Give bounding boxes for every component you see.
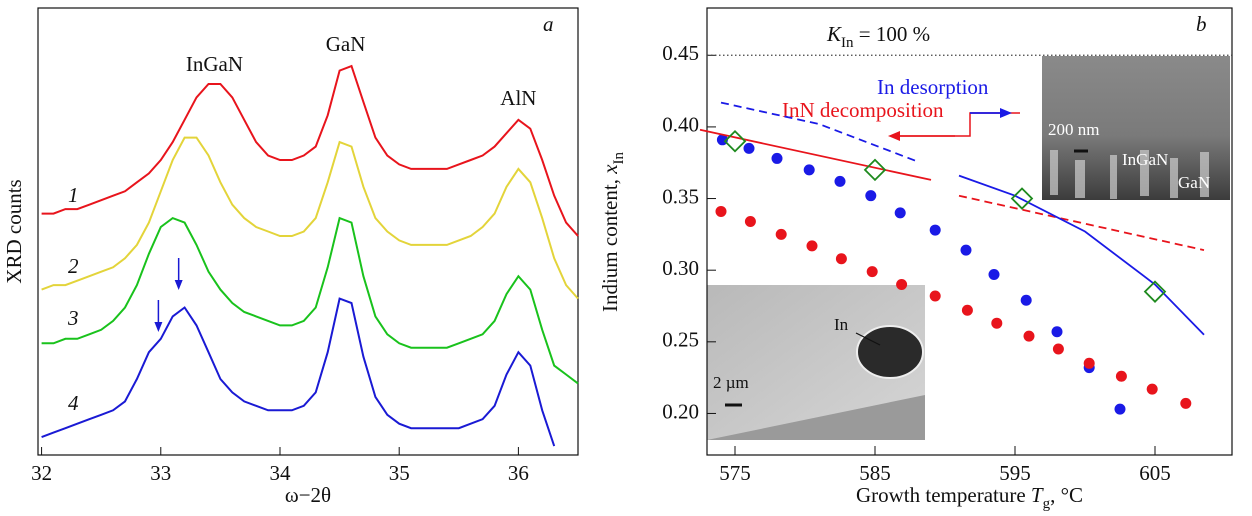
data-point (771, 152, 783, 164)
x-axis-label: ω−2θ (285, 483, 331, 507)
y-axis-label-part: Indium content, (598, 174, 622, 312)
x-axis-label-part: Growth temperature (856, 483, 1031, 507)
data-point (775, 228, 787, 240)
x-tick-label: 595 (999, 461, 1031, 485)
data-point (1115, 370, 1127, 382)
data-point (894, 207, 906, 219)
panel-label: b (1196, 12, 1207, 36)
data-point (960, 244, 972, 256)
annotation: In desorption (877, 75, 989, 99)
inset-label: In (834, 315, 849, 334)
curve-label: 2 (68, 254, 79, 278)
x-axis-label: Growth temperature Tg, °C (856, 483, 1083, 513)
peak-label: AlN (500, 86, 536, 110)
data-point (929, 290, 941, 302)
model-point (863, 158, 887, 182)
model-point (723, 129, 747, 153)
data-point (806, 240, 818, 252)
data-point (988, 268, 1000, 280)
x-tick-label: 32 (31, 461, 52, 485)
xrd-curve (41, 216, 579, 385)
y-tick-label: 0.25 (662, 328, 699, 352)
fit-line (720, 101, 918, 163)
reference-label-part: In (841, 35, 854, 51)
y-tick-label: 0.45 (662, 41, 699, 65)
plot-frame (37, 7, 579, 456)
x-axis-label-part: g (1043, 496, 1051, 512)
x-tick-label: 605 (1139, 461, 1171, 485)
data-point (991, 317, 1003, 329)
x-tick-label: 585 (859, 461, 891, 485)
data-point (834, 175, 846, 187)
inset-label: 2 µm (713, 373, 749, 392)
xrd-curve (41, 136, 579, 300)
fit-line (958, 174, 1205, 336)
data-point (865, 190, 877, 202)
x-tick-label: 36 (508, 461, 529, 485)
x-tick-label: 34 (269, 461, 291, 485)
data-point (835, 253, 847, 265)
x-tick-label: 35 (389, 461, 410, 485)
reference-label-part: = 100 % (854, 22, 931, 46)
sem-edge (707, 395, 925, 440)
fit-line (699, 128, 932, 181)
data-point (1146, 383, 1158, 395)
inset-label: GaN (1178, 173, 1210, 192)
reference-label: KIn = 100 % (826, 22, 930, 52)
curve-label: 3 (67, 306, 79, 330)
x-axis-label-part: T (1031, 483, 1044, 507)
inset-label: 200 nm (1048, 120, 1099, 139)
arrow-head (154, 322, 163, 332)
data-point (961, 304, 973, 316)
in-droplet (856, 325, 924, 379)
x-tick-label: 33 (150, 461, 171, 485)
data-point (1052, 343, 1064, 355)
data-point (803, 164, 815, 176)
annotation-arrow (955, 112, 1020, 137)
y-axis-label: XRD counts (2, 179, 26, 283)
pointer (855, 332, 881, 346)
data-point (1023, 330, 1035, 342)
y-tick-label: 0.35 (662, 184, 699, 208)
y-axis-label-part: x (598, 164, 622, 175)
inset-label: InGaN (1122, 150, 1168, 169)
data-point (1180, 397, 1192, 409)
xrd-curve (41, 297, 556, 447)
curve-label: 1 (68, 183, 79, 207)
data-point (866, 266, 878, 278)
model-point (1143, 280, 1167, 303)
data-point (1114, 403, 1126, 415)
data-point (1051, 326, 1063, 338)
y-tick-label: 0.40 (662, 113, 699, 137)
data-point (743, 142, 755, 154)
y-axis-label-part: In (611, 151, 627, 164)
model-point (1010, 187, 1034, 210)
sem-inset-top (1042, 56, 1230, 200)
plot-frame (706, 7, 1233, 456)
x-axis-label-part: , °C (1050, 483, 1083, 507)
panel-label: a (543, 12, 554, 36)
y-axis-label: Indium content, xIn (598, 151, 628, 312)
arrow-head (1000, 108, 1012, 118)
fit-line (958, 194, 1205, 251)
x-tick-label: 575 (719, 461, 751, 485)
data-point (715, 205, 727, 217)
data-point (744, 215, 756, 227)
sem-columns (1050, 150, 1209, 199)
data-point (1083, 357, 1095, 369)
reference-label-part: K (826, 22, 842, 46)
data-point (929, 224, 941, 236)
xrd-curve (41, 64, 579, 237)
y-tick-label: 0.20 (662, 399, 699, 423)
data-point (1020, 294, 1032, 306)
peak-label: GaN (326, 32, 366, 56)
data-point (896, 279, 908, 291)
arrow-head (888, 131, 900, 141)
peak-label: InGaN (186, 52, 243, 76)
annotation: InN decomposition (782, 98, 944, 122)
curve-label: 4 (68, 391, 79, 415)
y-tick-label: 0.30 (662, 256, 699, 280)
arrow-head (174, 280, 183, 290)
